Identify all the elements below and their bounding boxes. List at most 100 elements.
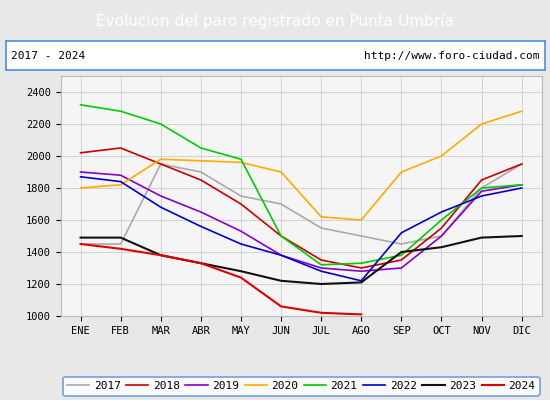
2019 [238, 229, 244, 234]
2019 [197, 210, 204, 214]
2023 [358, 280, 365, 285]
2018 [358, 266, 365, 270]
2021 [157, 122, 164, 126]
2018 [478, 178, 485, 182]
2022 [157, 205, 164, 210]
2022 [117, 179, 124, 184]
2017 [519, 162, 525, 166]
Text: http://www.foro-ciudad.com: http://www.foro-ciudad.com [364, 51, 539, 61]
2018 [157, 162, 164, 166]
2019 [157, 194, 164, 198]
Line: 2021: 2021 [80, 105, 522, 265]
2024 [197, 261, 204, 266]
Line: 2023: 2023 [80, 236, 522, 284]
2017 [398, 242, 405, 246]
2024 [358, 312, 365, 317]
2020 [77, 186, 84, 190]
2017 [197, 170, 204, 174]
2018 [438, 226, 445, 230]
2021 [197, 146, 204, 150]
2018 [77, 150, 84, 155]
2024 [117, 246, 124, 251]
2018 [398, 258, 405, 262]
2020 [358, 218, 365, 222]
2020 [157, 157, 164, 162]
2022 [478, 194, 485, 198]
2023 [478, 235, 485, 240]
2017 [438, 234, 445, 238]
2022 [398, 230, 405, 235]
2022 [197, 224, 204, 229]
2022 [238, 242, 244, 246]
2020 [519, 109, 525, 114]
2024 [278, 304, 284, 309]
2021 [438, 218, 445, 222]
2021 [398, 253, 405, 258]
2022 [318, 269, 324, 274]
2017 [358, 234, 365, 238]
2023 [398, 250, 405, 254]
2021 [117, 109, 124, 114]
2024 [318, 310, 324, 315]
2019 [398, 266, 405, 270]
2019 [478, 189, 485, 194]
2021 [238, 157, 244, 162]
2019 [358, 269, 365, 274]
2021 [519, 182, 525, 187]
2020 [318, 214, 324, 219]
2019 [278, 253, 284, 258]
2023 [318, 282, 324, 286]
2020 [398, 170, 405, 174]
2017 [157, 162, 164, 166]
2020 [238, 160, 244, 165]
2022 [77, 174, 84, 179]
2018 [278, 234, 284, 238]
2017 [278, 202, 284, 206]
2021 [478, 186, 485, 190]
2023 [238, 269, 244, 274]
2022 [519, 186, 525, 190]
Line: 2017: 2017 [80, 164, 522, 244]
Legend: 2017, 2018, 2019, 2020, 2021, 2022, 2023, 2024: 2017, 2018, 2019, 2020, 2021, 2022, 2023… [63, 377, 540, 396]
Line: 2018: 2018 [80, 148, 522, 268]
2023 [519, 234, 525, 238]
2023 [77, 235, 84, 240]
2018 [519, 162, 525, 166]
Line: 2020: 2020 [80, 111, 522, 220]
2023 [117, 235, 124, 240]
2021 [358, 261, 365, 266]
2024 [157, 253, 164, 258]
2017 [238, 194, 244, 198]
2023 [157, 253, 164, 258]
2020 [197, 158, 204, 163]
2023 [438, 245, 445, 250]
2020 [478, 122, 485, 126]
2019 [318, 266, 324, 270]
2022 [438, 210, 445, 214]
2020 [278, 170, 284, 174]
Line: 2024: 2024 [80, 244, 361, 314]
2020 [117, 182, 124, 187]
2022 [358, 278, 365, 283]
2024 [238, 275, 244, 280]
2018 [238, 202, 244, 206]
2018 [318, 258, 324, 262]
2021 [278, 234, 284, 238]
2017 [318, 226, 324, 230]
Line: 2019: 2019 [80, 172, 522, 271]
2023 [197, 261, 204, 266]
2019 [438, 234, 445, 238]
Text: Evolucion del paro registrado en Punta Umbría: Evolucion del paro registrado en Punta U… [96, 13, 454, 29]
2023 [278, 278, 284, 283]
2022 [278, 253, 284, 258]
2017 [478, 186, 485, 190]
2021 [318, 262, 324, 267]
2020 [438, 154, 445, 158]
2018 [197, 178, 204, 182]
2019 [519, 182, 525, 187]
2021 [77, 102, 84, 107]
2019 [117, 173, 124, 178]
2019 [77, 170, 84, 174]
2024 [77, 242, 84, 246]
2018 [117, 146, 124, 150]
